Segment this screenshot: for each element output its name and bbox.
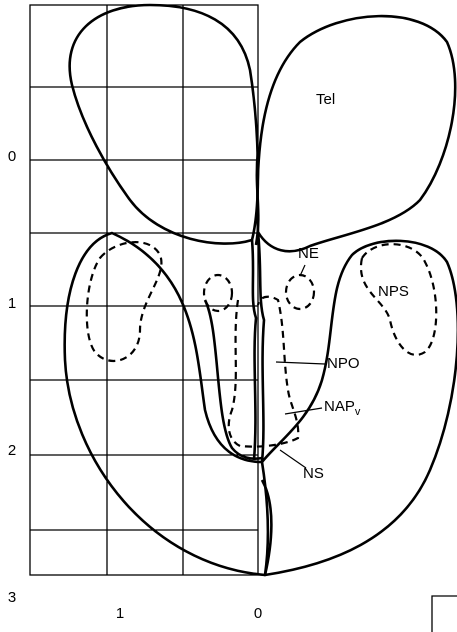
right-telencephalon	[257, 16, 455, 251]
y-axis-label: 0	[8, 148, 16, 165]
region-label-subscript: v	[355, 406, 361, 418]
y-axis-label: 3	[8, 589, 16, 606]
region-label: NPO	[327, 355, 360, 372]
region-label: NPS	[378, 283, 409, 300]
lower-left-outline	[65, 233, 268, 575]
corner-bracket	[432, 596, 457, 632]
nuclei	[87, 242, 436, 447]
y-axis-label: 2	[8, 442, 16, 459]
region-label: Tel	[316, 91, 335, 108]
midline-left	[252, 240, 256, 460]
region-label-main: NAP	[324, 398, 355, 415]
region-label: NS	[303, 465, 324, 482]
region-label: NAPv	[324, 398, 361, 418]
grid	[30, 5, 258, 575]
x-axis-label: 1	[116, 605, 124, 622]
left-nps	[87, 242, 162, 361]
right-ne	[286, 275, 314, 309]
left-telencephalon	[70, 5, 258, 244]
region-label: NE	[298, 245, 319, 262]
labels: Tel NE NPS NPO NAPv NS	[298, 91, 409, 482]
y-axis-label: 1	[8, 295, 16, 312]
brain-section-diagram: Tel NE NPS NPO NAPv NS 0 1 2 3 1 0	[0, 0, 457, 632]
midline-right	[258, 232, 264, 462]
axis-labels: 0 1 2 3 1 0	[8, 148, 262, 622]
x-axis-label: 0	[254, 605, 262, 622]
